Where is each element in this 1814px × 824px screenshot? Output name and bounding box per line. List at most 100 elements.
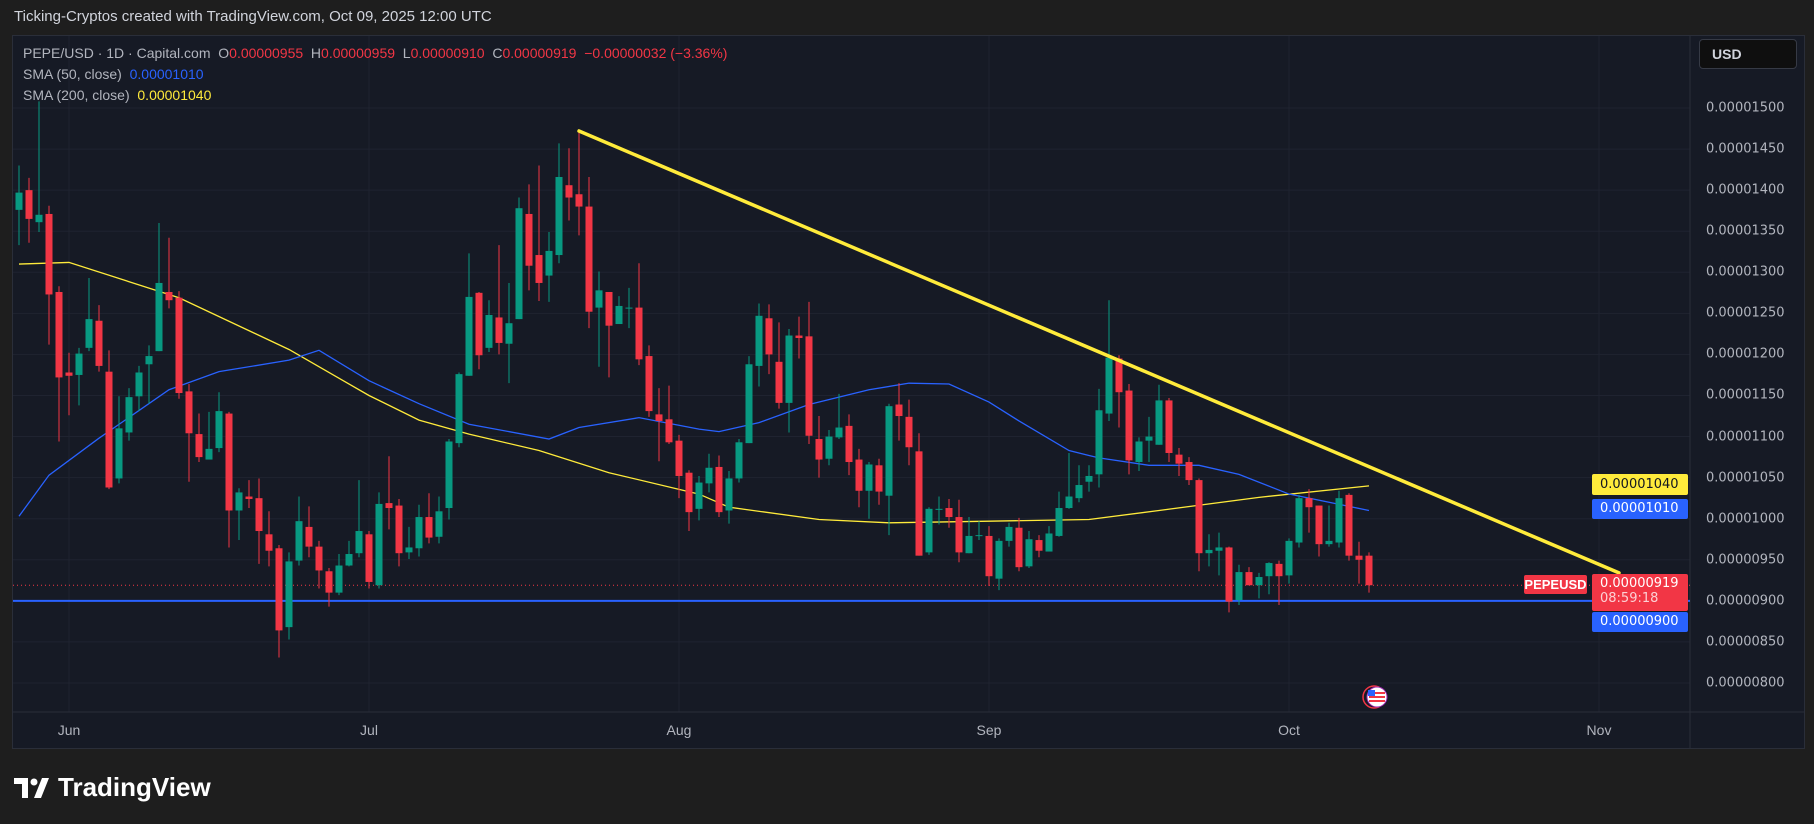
price-tick-label: 0.00001100 (1706, 429, 1785, 445)
candle-body (45, 213, 53, 295)
candle (455, 372, 463, 448)
candle-body (595, 290, 603, 308)
candle-body (105, 371, 113, 488)
candle (805, 301, 813, 444)
sma200-label: SMA (200, close) (23, 87, 130, 103)
candle-body (505, 323, 513, 344)
candle (695, 475, 703, 521)
candle (465, 253, 473, 376)
close-label: C (492, 45, 503, 61)
candle (1205, 534, 1213, 567)
candle (315, 540, 323, 589)
candle (485, 300, 493, 352)
candle-body (195, 434, 203, 458)
price-tick-label: 0.00000850 (1706, 634, 1785, 650)
bar-countdown: 08:59:18 (1600, 591, 1659, 606)
legend-sma200-row[interactable]: SMA (200, close) 0.00001040 (23, 87, 211, 103)
candle (325, 567, 333, 607)
candle-body (825, 436, 833, 459)
candle (35, 101, 43, 233)
candle-body (1155, 400, 1163, 445)
candle (95, 305, 103, 372)
candle (1285, 538, 1293, 584)
candle-body (345, 554, 353, 566)
candle-body (385, 503, 393, 509)
candle (115, 396, 123, 484)
candle-body (335, 565, 343, 593)
candle-body (1185, 462, 1193, 481)
candle-body (435, 511, 443, 537)
candle (975, 521, 983, 541)
candle (625, 287, 633, 329)
candle-body (605, 291, 613, 326)
sma50-value: 0.00001010 (129, 66, 204, 82)
candle (15, 165, 23, 246)
candle (835, 393, 843, 440)
candle (265, 511, 273, 567)
candle (245, 480, 253, 509)
chart-panel[interactable] (12, 35, 1805, 749)
last-price-value: 0.00000919 (1600, 576, 1679, 591)
candle-body (965, 535, 973, 554)
tradingview-logo[interactable]: TradingView (14, 772, 211, 803)
time-tick-label: Jun (57, 722, 81, 738)
candle-body (715, 466, 723, 513)
candle-body (495, 317, 503, 343)
candle-body (295, 521, 303, 561)
candle (615, 296, 623, 325)
candle-body (215, 411, 223, 449)
sma50-line (18, 349, 1370, 517)
price-tick-label: 0.00001300 (1706, 264, 1785, 280)
candle-body (85, 319, 93, 348)
last-price-tag: 0.00000919 08:59:18 (1592, 574, 1688, 611)
candle (195, 413, 203, 463)
candle-body (265, 534, 273, 551)
sma50-label: SMA (50, close) (23, 66, 122, 82)
candle-body (1335, 498, 1343, 543)
candle-body (245, 496, 253, 499)
candle (145, 345, 153, 404)
candle (705, 453, 713, 493)
candle (825, 429, 833, 466)
candle (1345, 493, 1353, 561)
candle-body (405, 547, 413, 553)
candle-body (905, 416, 913, 448)
candle-body (635, 307, 643, 360)
candle-body (1305, 498, 1313, 508)
candle (515, 197, 523, 320)
price-tick-label: 0.00001150 (1706, 387, 1785, 403)
candle (375, 492, 383, 589)
legend-sma50-row[interactable]: SMA (50, close) 0.00001010 (23, 66, 204, 82)
candle-body (555, 176, 563, 256)
candle (735, 439, 743, 483)
candle-body (1025, 539, 1033, 567)
candle-body (445, 441, 453, 509)
candle (475, 291, 483, 370)
candle (755, 303, 763, 387)
events-icon[interactable] (1362, 685, 1388, 709)
candle-body (415, 517, 423, 549)
candle (555, 143, 563, 264)
price-tick-label: 0.00001500 (1706, 100, 1785, 116)
candle-body (875, 465, 883, 492)
candle-body (235, 492, 243, 511)
candle (1115, 355, 1123, 428)
candle-body (55, 291, 63, 378)
candle-body (465, 296, 473, 376)
candle (1335, 490, 1343, 548)
candle-body (725, 478, 733, 511)
candle (845, 414, 853, 476)
candle-body (1295, 498, 1303, 543)
candle-body (1255, 577, 1263, 586)
candle (1005, 522, 1013, 547)
candle-body (615, 305, 623, 325)
currency-button[interactable]: USD (1699, 39, 1797, 69)
candle-body (785, 335, 793, 403)
candle (1355, 541, 1363, 584)
candle-body (955, 517, 963, 553)
candle-body (1055, 508, 1063, 536)
candle-body (1095, 410, 1103, 475)
support-price-tag: 0.00000900 (1592, 612, 1688, 632)
candle (965, 517, 973, 554)
